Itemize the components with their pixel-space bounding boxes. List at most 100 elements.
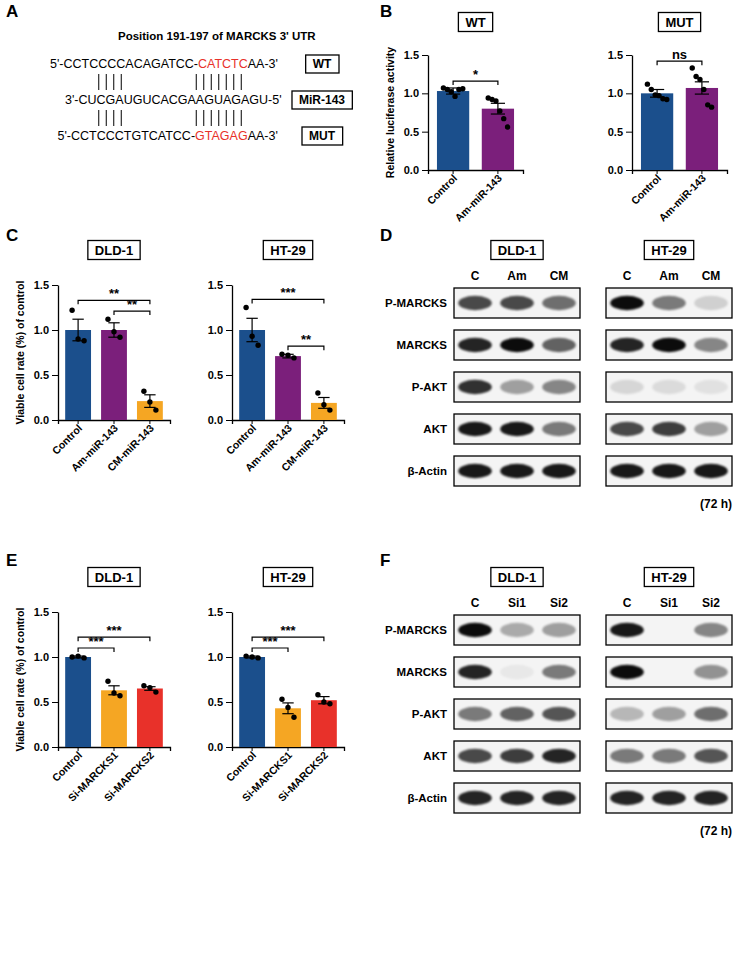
error-cap (108, 322, 119, 323)
title: HT-29 (651, 570, 686, 585)
data-point (315, 692, 320, 697)
base-pair (196, 74, 197, 90)
data-point (255, 655, 260, 660)
tick-mark (422, 55, 428, 56)
tick-mark (52, 330, 58, 331)
blot-band (500, 296, 534, 310)
y-axis: 0.00.51.01.5 (34, 279, 59, 426)
error-cap (282, 702, 293, 703)
title: MUT (665, 15, 693, 30)
blot-band (694, 464, 728, 478)
blot-frame (454, 783, 580, 813)
blot-band (458, 791, 492, 805)
tick-label: CM-miR-143 (105, 422, 157, 474)
tick-label: 1.5 (34, 279, 49, 291)
title-box: HT-29 (644, 568, 693, 587)
base-pair (218, 74, 219, 90)
blot-band (542, 464, 576, 478)
base-pair (121, 74, 122, 90)
row-label: P-AKT (412, 381, 447, 393)
tick-mark (422, 132, 428, 133)
panel-label: A (6, 2, 18, 21)
blot-band (652, 623, 686, 637)
significance-label: *** (106, 623, 122, 638)
data-point (249, 334, 254, 339)
lane-label: CM (702, 269, 721, 283)
tick: 0.0 (34, 741, 58, 753)
tick: 1.0 (404, 87, 428, 99)
tick-mark (114, 747, 115, 751)
y-axis: 0.00.51.01.5 (208, 279, 233, 426)
title-box: DLD-1 (88, 568, 140, 587)
bar (311, 700, 337, 747)
tick: Control (49, 747, 84, 784)
bar (437, 91, 469, 170)
sequence-panel: Position 191-197 of MARCKS 3' UTR5'-CCTC… (50, 30, 352, 145)
tick-label: Control (223, 749, 258, 784)
title-box: MUT (658, 13, 700, 32)
base-pair (211, 110, 212, 126)
blot-frame (606, 615, 732, 645)
data-point (105, 679, 110, 684)
tick-label: Am-miR-143 (452, 172, 504, 224)
blot-band (652, 380, 686, 394)
blot-frame (606, 372, 732, 402)
blot-band (542, 707, 576, 721)
blot-band (458, 380, 492, 394)
tick-label: 1.0 (404, 87, 419, 99)
error-cap (72, 319, 83, 320)
row-label: β-Actin (407, 465, 447, 477)
y-axis: 0.00.51.01.5 (208, 606, 233, 753)
data-point (153, 689, 158, 694)
error-cap (108, 685, 119, 686)
blot-band (652, 749, 686, 763)
tick-mark (626, 132, 632, 133)
y-axis-title: Viable cell rate (%) of control (14, 280, 26, 424)
data-point (645, 81, 650, 86)
blot-band (610, 422, 644, 436)
tick-mark (701, 170, 702, 174)
tick-label: 1.0 (34, 651, 49, 663)
data-point (327, 407, 332, 412)
blot-panel: P-MARCKSMARCKSP-AKTAKTβ-ActinDLD-1CAmCMH… (385, 241, 732, 512)
tick-mark (52, 420, 58, 421)
plot-area (65, 308, 163, 421)
title-frame (88, 241, 140, 260)
data-point (291, 715, 296, 720)
tick-mark (52, 702, 58, 703)
data-point (285, 353, 290, 358)
tick-label: Si-MARCKS2 (101, 749, 156, 804)
blot-band (542, 380, 576, 394)
error-cap (246, 341, 257, 342)
data-point (321, 402, 326, 407)
tick: 1.5 (34, 279, 58, 291)
significance-label: * (473, 67, 479, 82)
tick: Si-MARCKS2 (101, 747, 156, 804)
plot-area (239, 305, 337, 420)
blot-band (542, 749, 576, 763)
blot-frame (606, 699, 732, 729)
data-point (81, 655, 86, 660)
base-pair (211, 74, 212, 90)
tick: 1.0 (34, 324, 58, 336)
tick: CM-miR-143 (279, 420, 331, 473)
lane-label: Si1 (508, 596, 526, 610)
data-point (111, 329, 116, 334)
tick-label: 1.5 (208, 606, 223, 618)
blot-band (542, 623, 576, 637)
row-label: P-AKT (412, 708, 447, 720)
data-point (69, 308, 74, 313)
blot-band (610, 464, 644, 478)
tick-label: Control (49, 422, 84, 457)
lane-label: CM (550, 269, 569, 283)
title-frame (292, 91, 352, 109)
tick-label: Control (49, 749, 84, 784)
tick: 0.0 (208, 414, 232, 426)
lane-label: Si1 (660, 596, 678, 610)
tick: CM-miR-143 (105, 420, 157, 473)
tick-label: 1.0 (608, 87, 623, 99)
blot-band (610, 791, 644, 805)
axis-line (232, 286, 233, 421)
title-box: WT (306, 55, 339, 73)
blot-band (694, 338, 728, 352)
